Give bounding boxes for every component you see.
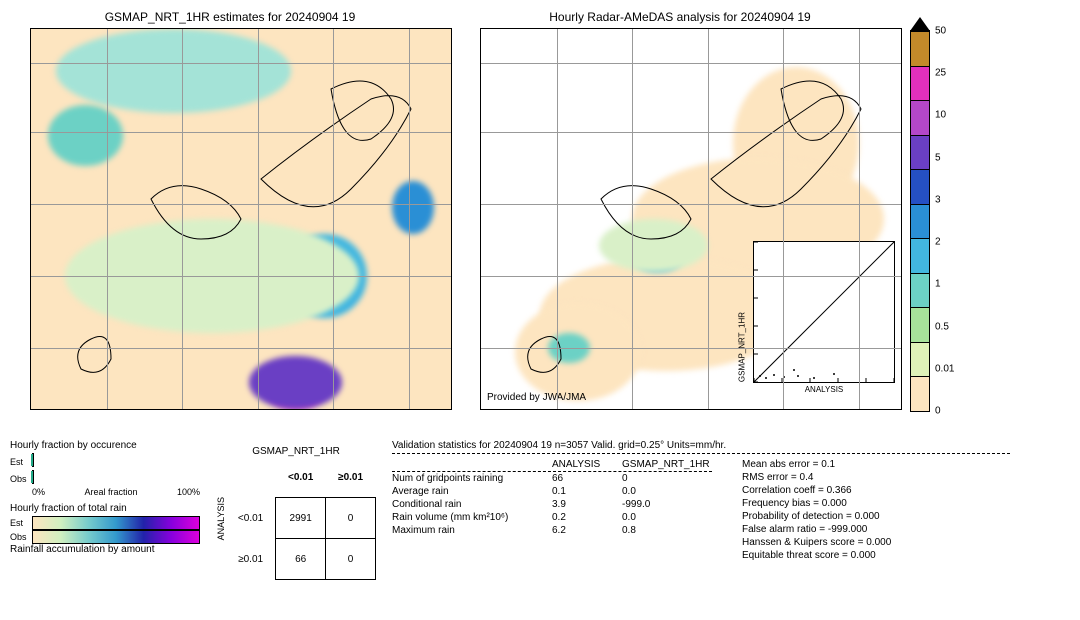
- colorbar-segment: [911, 238, 929, 273]
- cont-cell-00: 2991: [276, 498, 326, 539]
- stats-hdr-analysis: ANALYSIS: [552, 459, 622, 470]
- inset-xlabel: ANALYSIS: [754, 385, 894, 394]
- colorbar-segment: [911, 66, 929, 101]
- frac-rain-caption: Rainfall accumulation by amount: [10, 544, 200, 555]
- stats-row: Num of gridpoints raining660: [392, 472, 712, 485]
- colorbar: 00.010.51235102550: [910, 30, 930, 412]
- provided-by-label: Provided by JWA/JMA: [487, 392, 586, 403]
- frac-row-label: Obs: [10, 532, 32, 542]
- frac-bar: [32, 453, 34, 467]
- colorbar-label: 1: [935, 279, 941, 290]
- figure-root: GSMAP_NRT_1HR estimates for 20240904 19 …: [10, 10, 1070, 610]
- left-map-frame: 45°N40°N35°N30°N25°N125°E130°E135°E140°E…: [30, 28, 452, 410]
- cont-col-0: <0.01: [276, 457, 326, 498]
- stats-score-line: Probability of detection = 0.000: [742, 510, 891, 523]
- stats-title: Validation statistics for 20240904 19 n=…: [392, 440, 1010, 454]
- inset-scatter: GSMAP_NRT_1HR ANALYSIS: [753, 241, 895, 383]
- colorbar-label: 10: [935, 110, 946, 121]
- frac-row-label: Est: [10, 518, 32, 528]
- frac-axis-0: 0%: [32, 487, 45, 497]
- colorbar-arrow-icon: [910, 17, 930, 31]
- colorbar-label: 3: [935, 194, 941, 205]
- colorbar-segment: [911, 376, 929, 411]
- stats-score-line: Mean abs error = 0.1: [742, 458, 891, 471]
- colorbar-segment: [911, 31, 929, 66]
- stats-scores: Mean abs error = 0.1RMS error = 0.4Corre…: [742, 458, 891, 562]
- colorbar-segment: [911, 204, 929, 239]
- cont-col-1: ≥0.01: [326, 457, 376, 498]
- colorbar-label: 0.01: [935, 363, 954, 374]
- right-map-frame: Provided by JWA/JMA GSMAP_NRT_1HR ANALYS…: [480, 28, 902, 410]
- cont-row-0: <0.01: [226, 498, 276, 539]
- frac-bar: [32, 470, 34, 484]
- frac-rain-title: Hourly fraction of total rain: [10, 503, 200, 514]
- frac-occ-axis: 0% Areal fraction 100%: [32, 487, 200, 497]
- stats-panel: Validation statistics for 20240904 19 n=…: [392, 440, 1010, 610]
- colorbar-label: 25: [935, 68, 946, 79]
- left-coastline: [31, 29, 451, 409]
- stats-score-line: Frequency bias = 0.000: [742, 497, 891, 510]
- bottom-row: Hourly fraction by occurence Est Obs 0% A…: [10, 440, 1010, 610]
- stats-table: ANALYSIS GSMAP_NRT_1HR Num of gridpoints…: [392, 458, 712, 562]
- colorbar-segment: [911, 169, 929, 204]
- stats-score-line: Correlation coeff = 0.366: [742, 484, 891, 497]
- colorbar-label: 2: [935, 237, 941, 248]
- colorbar-label: 5: [935, 152, 941, 163]
- stats-row: Conditional rain3.9-999.0: [392, 498, 712, 511]
- stats-score-line: Hanssen & Kuipers score = 0.000: [742, 536, 891, 549]
- frac-gradient-bar: [32, 530, 200, 544]
- fraction-panel: Hourly fraction by occurence Est Obs 0% A…: [10, 440, 200, 610]
- colorbar-segment: [911, 135, 929, 170]
- right-map-title: Hourly Radar-AMeDAS analysis for 2024090…: [460, 10, 900, 24]
- cont-cell-01: 0: [326, 498, 376, 539]
- frac-row-label: Obs: [10, 474, 32, 484]
- frac-row-label: Est: [10, 457, 32, 467]
- colorbar-panel: 0 0.01 0.5 1 2 3 5 10 25 50: [910, 10, 1010, 430]
- cont-cell-11: 0: [326, 539, 376, 580]
- stats-row: Maximum rain6.20.8: [392, 524, 712, 537]
- colorbar-label: 0: [935, 406, 941, 417]
- left-map-title: GSMAP_NRT_1HR estimates for 20240904 19: [10, 10, 450, 24]
- inset-ylabel: GSMAP_NRT_1HR: [738, 312, 747, 382]
- contingency-ylabel: ANALYSIS: [216, 497, 226, 540]
- stats-score-line: RMS error = 0.4: [742, 471, 891, 484]
- frac-axis-mid: Areal fraction: [84, 487, 137, 497]
- frac-gradient-bar: [32, 516, 200, 530]
- stats-score-line: False alarm ratio = -999.000: [742, 523, 891, 536]
- stats-row: Average rain0.10.0: [392, 485, 712, 498]
- stats-row: Rain volume (mm km²10⁶)0.20.0: [392, 511, 712, 524]
- colorbar-label: 0.5: [935, 321, 949, 332]
- colorbar-segment: [911, 342, 929, 377]
- colorbar-segment: [911, 307, 929, 342]
- colorbar-label: 50: [935, 26, 946, 37]
- right-map-panel: Hourly Radar-AMeDAS analysis for 2024090…: [460, 10, 900, 430]
- left-map-panel: GSMAP_NRT_1HR estimates for 20240904 19 …: [10, 10, 450, 430]
- frac-axis-100: 100%: [177, 487, 200, 497]
- stats-hdr-gsmap: GSMAP_NRT_1HR: [622, 459, 702, 470]
- cont-cell-10: 66: [276, 539, 326, 580]
- cont-row-1: ≥0.01: [226, 539, 276, 580]
- frac-occ-title: Hourly fraction by occurence: [10, 440, 200, 451]
- stats-score-line: Equitable threat score = 0.000: [742, 549, 891, 562]
- inset-scatter-svg: [754, 242, 894, 382]
- colorbar-segment: [911, 100, 929, 135]
- contingency-title: GSMAP_NRT_1HR: [216, 446, 376, 457]
- colorbar-segment: [911, 273, 929, 308]
- contingency-panel: GSMAP_NRT_1HR ANALYSIS <0.01 ≥0.01 <0.01…: [216, 446, 376, 610]
- contingency-table: <0.01 ≥0.01 <0.01 2991 0 ≥0.01 66 0: [226, 457, 376, 580]
